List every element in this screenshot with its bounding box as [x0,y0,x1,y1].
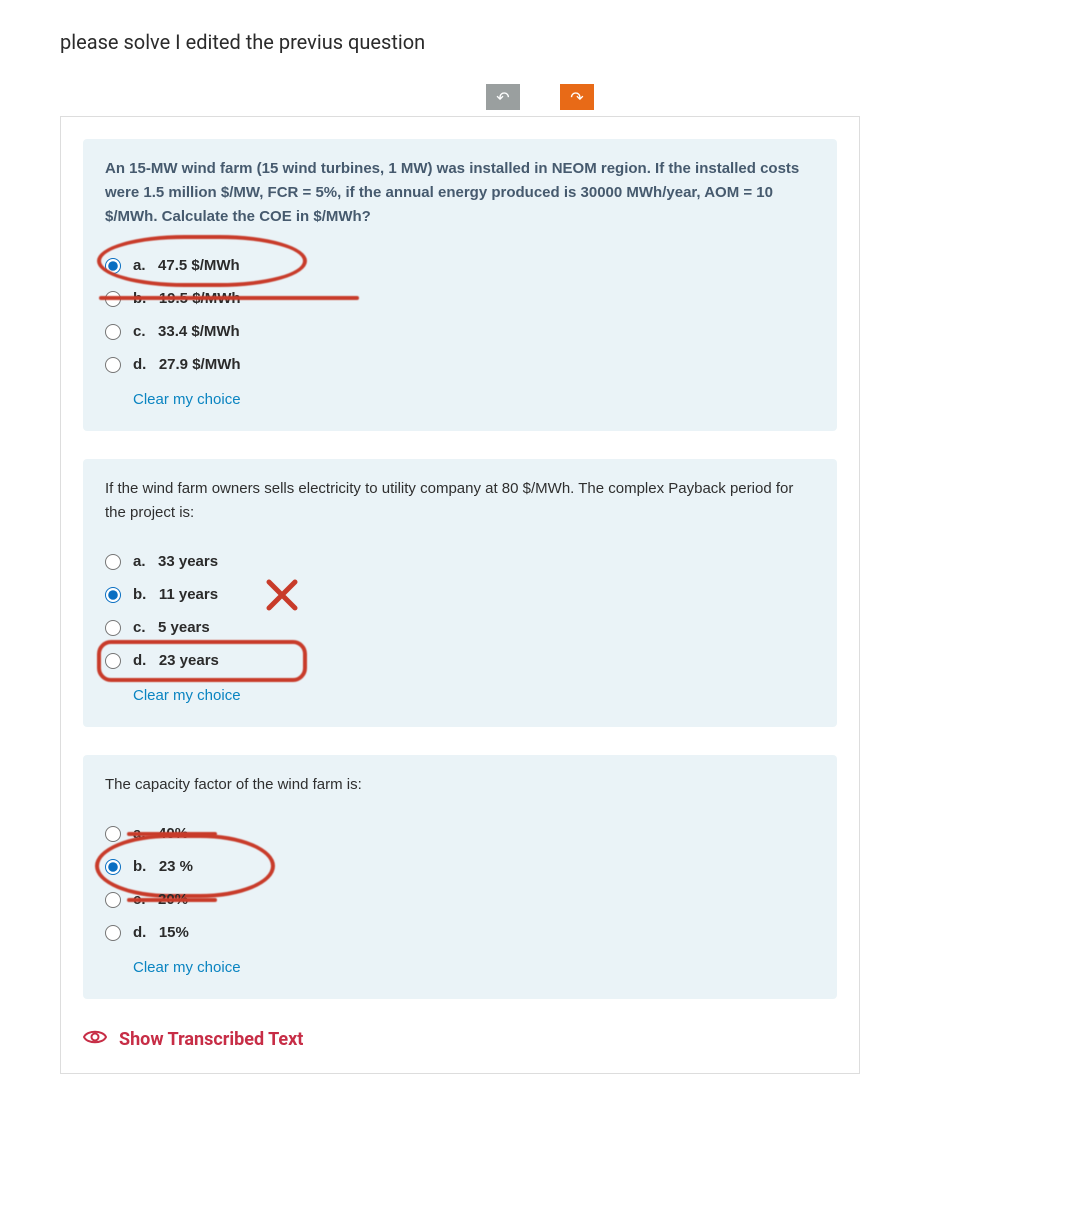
q1-radio-d[interactable] [105,357,121,373]
q1-option-d[interactable]: d. 27.9 $/MWh [105,348,815,381]
q3-option-b[interactable]: b. 23 % [105,850,815,883]
q2-option-a[interactable]: a. 33 years [105,545,815,578]
q1-option-a[interactable]: a. 47.5 $/MWh [105,249,815,282]
q3-clear-link[interactable]: Clear my choice [105,959,241,976]
show-transcribed-link[interactable]: Show Transcribed Text [83,1027,837,1051]
q2-clear-link[interactable]: Clear my choice [105,687,241,704]
q1-option-c-label: c. 33.4 $/MWh [133,323,240,340]
q2-radio-c[interactable] [105,620,121,636]
question-3-prompt: The capacity factor of the wind farm is: [105,773,815,797]
question-1: An 15-MW wind farm (15 wind turbines, 1 … [83,139,837,431]
eye-icon [83,1027,107,1051]
q1-radio-b[interactable] [105,291,121,307]
q3-radio-c[interactable] [105,892,121,908]
show-transcribed-label: Show Transcribed Text [119,1029,303,1050]
q1-option-b[interactable]: b. 19.5 $/MWh [105,282,815,315]
q3-option-b-label: b. 23 % [133,858,193,875]
q2-option-c-label: c. 5 years [133,619,210,636]
q2-option-d[interactable]: d. 23 years [105,644,815,677]
q3-radio-d[interactable] [105,925,121,941]
question-3: The capacity factor of the wind farm is:… [83,755,837,999]
q2-option-b-label: b. 11 years [133,586,218,603]
q2-option-a-label: a. 33 years [133,553,218,570]
q2-radio-b[interactable] [105,587,121,603]
page-header-text: please solve I edited the previus questi… [60,30,1020,54]
annotation-x-icon [265,578,299,612]
question-2-prompt: If the wind farm owners sells electricit… [105,477,815,525]
undo-button[interactable]: ↶ [486,84,520,110]
q1-option-b-label: b. 19.5 $/MWh [133,290,241,307]
redo-button[interactable]: ↷ [560,84,594,110]
q1-option-c[interactable]: c. 33.4 $/MWh [105,315,815,348]
q1-option-a-label: a. 47.5 $/MWh [133,257,240,274]
q1-option-d-label: d. 27.9 $/MWh [133,356,241,373]
q2-radio-a[interactable] [105,554,121,570]
q1-clear-link[interactable]: Clear my choice [105,391,241,408]
question-2: If the wind farm owners sells electricit… [83,459,837,727]
q2-option-b[interactable]: b. 11 years [105,578,815,611]
q3-option-a[interactable]: a. 40% [105,817,815,850]
q3-radio-a[interactable] [105,826,121,842]
q3-radio-b[interactable] [105,859,121,875]
q2-option-c[interactable]: c. 5 years [105,611,815,644]
q3-option-c-label: c. 20% [133,891,188,908]
question-container: An 15-MW wind farm (15 wind turbines, 1 … [60,116,860,1074]
q1-radio-a[interactable] [105,258,121,274]
question-1-prompt: An 15-MW wind farm (15 wind turbines, 1 … [105,157,815,229]
q2-option-d-label: d. 23 years [133,652,219,669]
q3-option-c[interactable]: c. 20% [105,883,815,916]
q3-option-a-label: a. 40% [133,825,188,842]
q1-radio-c[interactable] [105,324,121,340]
q3-option-d[interactable]: d. 15% [105,916,815,949]
q3-option-d-label: d. 15% [133,924,189,941]
toolbar: ↶ ↷ [60,84,1020,110]
q2-radio-d[interactable] [105,653,121,669]
